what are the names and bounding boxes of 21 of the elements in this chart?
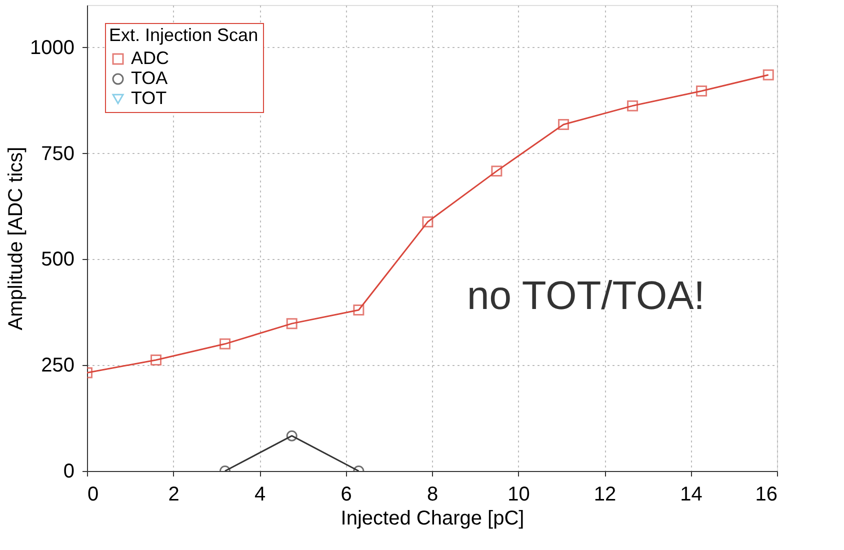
legend-label: TOA — [131, 68, 168, 88]
x-axis-title: Injected Charge [pC] — [340, 508, 524, 530]
x-tick-label: 4 — [254, 484, 266, 506]
y-tick-label: 500 — [41, 248, 74, 271]
legend-title: Ext. Injection Scan — [109, 25, 258, 45]
x-tick-label: 2 — [168, 484, 180, 506]
x-tick-label: 14 — [680, 484, 702, 506]
legend-label: ADC — [131, 48, 170, 68]
x-tick-label: 6 — [340, 484, 352, 506]
y-tick-label: 750 — [41, 142, 74, 165]
y-tick-label: 250 — [41, 354, 74, 377]
y-tick-label: 1000 — [30, 36, 74, 59]
y-tick-label: 0 — [63, 460, 74, 482]
x-tick-label: 16 — [755, 484, 778, 506]
x-tick-label: 0 — [88, 484, 99, 506]
y-axis-title: Amplitude [ADC tics] — [5, 146, 28, 330]
x-tick-label: 12 — [594, 484, 616, 506]
x-tick-label: 10 — [508, 484, 530, 506]
x-tick-label: 8 — [426, 484, 438, 506]
annotation: no TOT/TOA! — [467, 274, 705, 318]
legend-label: TOT — [131, 88, 167, 108]
